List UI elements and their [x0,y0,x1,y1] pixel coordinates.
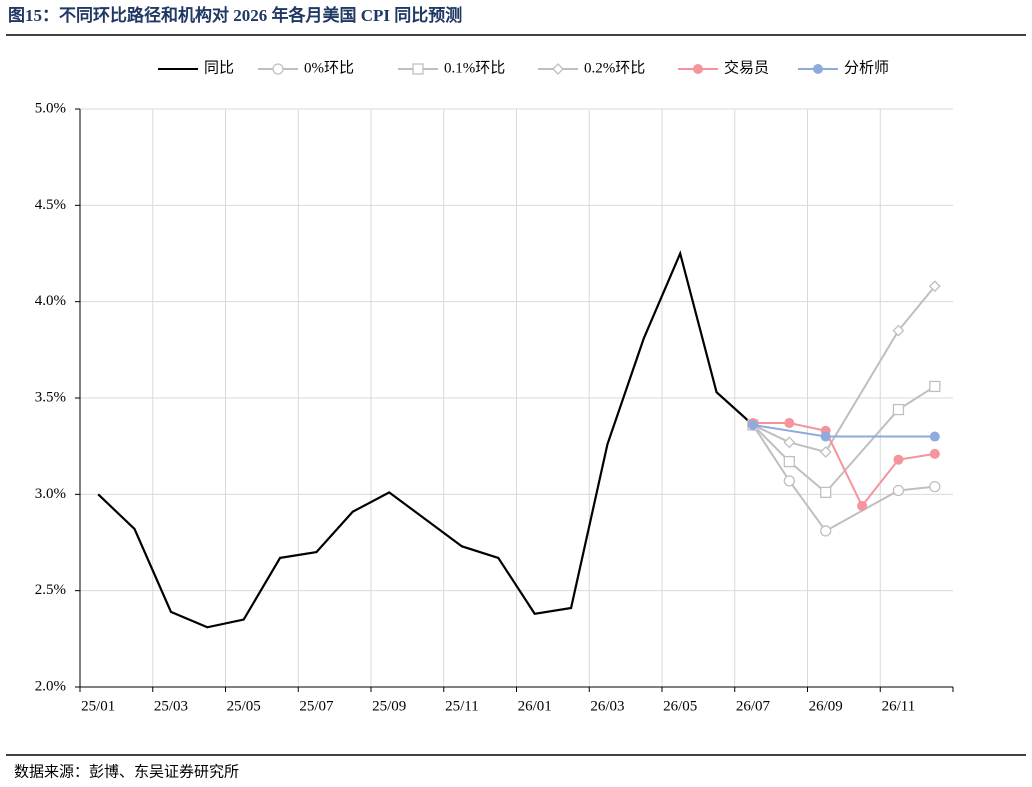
marker [928,280,941,293]
marker [813,64,823,74]
marker [747,419,758,430]
y-tick-label: 4.0% [35,293,66,309]
marker [892,324,905,337]
series-line [752,385,936,494]
x-tick-label: 25/03 [154,698,188,714]
marker [929,431,940,442]
legend-label: 0%环比 [304,59,354,76]
marker [819,446,832,458]
marker [892,484,905,497]
marker [412,63,424,75]
x-tick-label: 25/05 [227,698,261,714]
marker [820,486,832,499]
legend-label: 0.2%环比 [584,59,645,76]
x-tick-label: 25/01 [81,698,115,714]
marker [857,500,868,511]
x-tick-label: 25/07 [299,698,334,714]
y-tick-label: 2.5% [35,582,66,598]
marker [820,525,832,537]
marker [929,448,940,459]
x-tick-label: 26/09 [809,698,843,714]
series-line [752,423,935,438]
series-line [97,250,754,629]
legend-label: 分析师 [844,59,889,76]
marker [929,380,941,393]
x-tick-label: 25/11 [445,698,479,714]
series-line [752,422,935,508]
marker [892,403,905,416]
series-line [752,285,936,454]
marker [783,436,796,449]
y-tick-label: 4.5% [35,197,66,213]
y-tick-label: 2.0% [35,678,66,694]
legend-label: 交易员 [724,58,769,76]
marker [783,455,795,468]
marker [893,454,904,465]
legend-label: 0.1%环比 [444,59,505,76]
x-tick-label: 25/09 [372,698,406,714]
marker [693,64,703,74]
marker [929,480,941,493]
x-tick-label: 26/01 [518,698,552,714]
series-line [752,424,935,533]
marker [783,475,795,487]
y-tick-label: 5.0% [35,100,66,116]
x-tick-label: 26/03 [590,698,624,714]
y-tick-label: 3.5% [35,389,66,405]
marker [784,418,795,429]
marker [552,63,564,75]
x-tick-label: 26/05 [663,698,697,714]
y-tick-label: 3.0% [35,486,66,502]
source: 数据来源：彭博、东吴证券研究所 [14,763,239,780]
legend-label: 同比 [204,59,234,76]
x-tick-label: 26/11 [882,698,916,714]
marker [820,431,831,442]
chart-title: 图15：不同环比路径和机构对 2026 年各月美国 CPI 同比预测 [8,5,462,25]
x-tick-label: 26/07 [736,698,771,714]
marker [272,63,284,75]
